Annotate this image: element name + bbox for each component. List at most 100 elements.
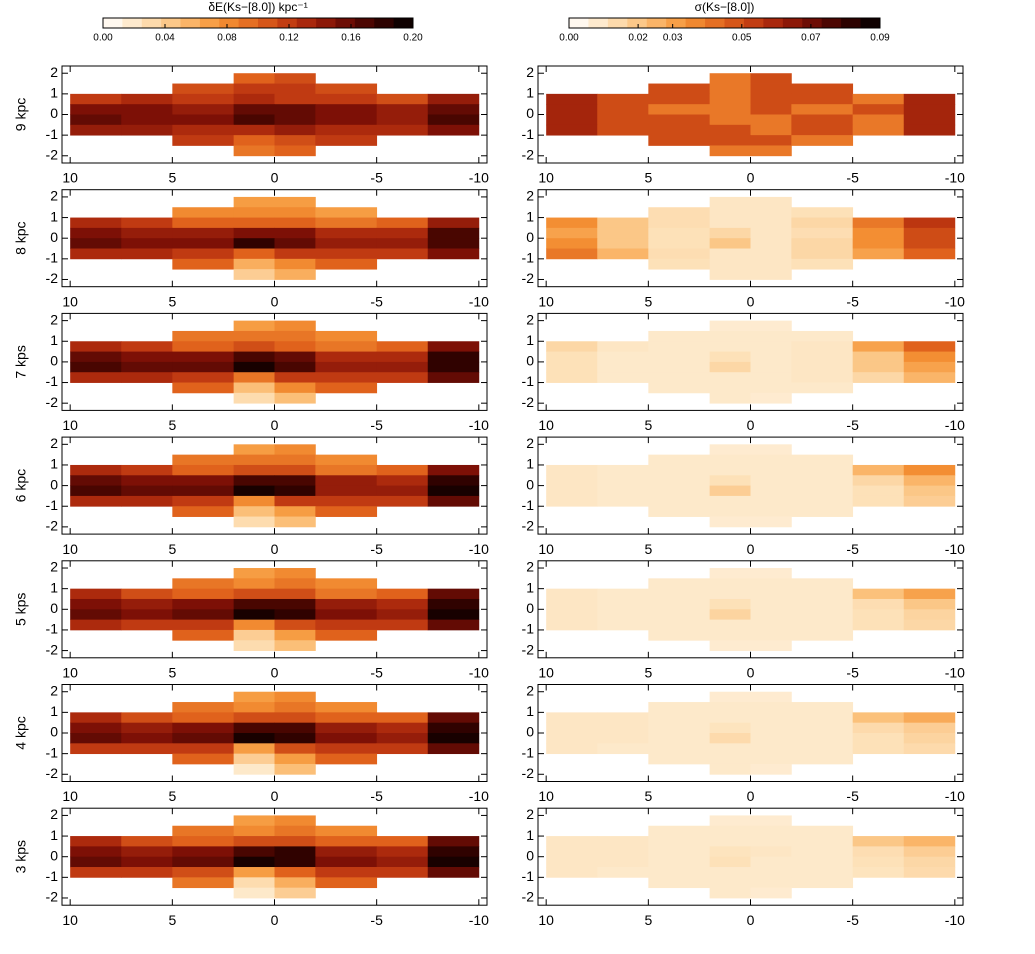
heatmap-cell	[70, 836, 122, 847]
heatmap-cell	[315, 83, 378, 95]
heatmap-cell	[376, 464, 429, 476]
heatmap-cell	[791, 629, 854, 641]
x-tick-label: 0	[747, 417, 755, 433]
heatmap-cell	[233, 588, 275, 600]
y-tick-label: 2	[526, 64, 534, 80]
heatmap-cell	[791, 722, 854, 734]
heatmap-cell	[903, 372, 956, 383]
heatmap-cell	[903, 856, 956, 868]
y-tick-label: 0	[526, 724, 534, 740]
heatmap-cell	[648, 578, 711, 590]
heatmap-cell	[274, 506, 316, 517]
heatmap-cell	[427, 361, 480, 373]
heatmap-cell	[709, 568, 751, 579]
heatmap-cell	[315, 104, 378, 115]
heatmap-cell	[709, 351, 751, 363]
y-tick-label: 1	[50, 827, 58, 843]
heatmap-cell	[172, 867, 235, 878]
x-tick-label: -10	[945, 417, 965, 433]
heatmap-cell	[315, 629, 378, 641]
heatmap-cell	[172, 124, 235, 136]
heatmap-cell	[791, 743, 854, 755]
heatmap-cell	[597, 124, 649, 136]
heatmap-cell	[709, 135, 751, 146]
y-tick-label: -1	[522, 373, 535, 389]
x-tick-label: 5	[644, 293, 652, 309]
panel-label: 8 kpc	[13, 221, 29, 254]
heatmap-cell	[852, 733, 905, 744]
heatmap-cell	[70, 733, 122, 744]
panel-label: 4 kpc	[13, 716, 29, 749]
heatmap-cell	[597, 712, 649, 724]
heatmap-cell	[274, 691, 316, 703]
heatmap-cell	[274, 124, 316, 136]
heatmap-cell	[274, 568, 316, 579]
x-tick-label: 10	[62, 417, 78, 433]
heatmap-cell	[750, 598, 792, 610]
heatmap-cell	[233, 763, 275, 775]
heatmap-cell	[70, 248, 122, 260]
heatmap-cell	[70, 361, 122, 373]
heatmap-cell	[791, 217, 854, 229]
heatmap-cell	[427, 743, 480, 755]
heatmap-cell	[709, 495, 751, 507]
heatmap-cell	[376, 341, 429, 352]
heatmap-cell	[274, 145, 316, 157]
heatmap-cell	[233, 392, 275, 404]
heatmap-cell	[709, 145, 751, 157]
heatmap-cell	[903, 722, 956, 734]
panel-label: 7 kps	[13, 345, 29, 378]
heatmap-cell	[233, 135, 275, 146]
heatmap-cell	[546, 722, 598, 734]
heatmap-cell	[233, 454, 275, 466]
heatmap-cell	[233, 609, 275, 621]
heatmap-cell	[274, 712, 316, 724]
heatmap-cell	[70, 495, 122, 507]
y-tick-label: -1	[522, 621, 535, 637]
heatmap-cell	[750, 475, 792, 486]
heatmap-cell	[852, 588, 905, 600]
heatmap-cell	[597, 836, 649, 847]
y-tick-label: -2	[46, 889, 59, 905]
heatmap-cell	[70, 372, 122, 383]
heatmap-cell	[546, 238, 598, 249]
heatmap-cell	[750, 712, 792, 724]
heatmap-cell	[233, 877, 275, 889]
heatmap-panel	[70, 691, 480, 775]
y-tick-label: 1	[526, 85, 534, 101]
heatmap-cell	[315, 238, 378, 249]
heatmap-cell	[233, 372, 275, 383]
heatmap-cell	[274, 444, 316, 456]
heatmap-cell	[903, 485, 956, 497]
heatmap-cell	[121, 114, 173, 126]
heatmap-cell	[791, 114, 854, 126]
y-tick-label: 1	[526, 208, 534, 224]
heatmap-cell	[709, 619, 751, 631]
heatmap-panel	[546, 320, 956, 404]
y-tick-label: -1	[46, 744, 59, 760]
x-tick-label: 0	[271, 417, 279, 433]
heatmap-cell	[791, 341, 854, 352]
heatmap-cell	[709, 104, 751, 115]
heatmap-panel	[70, 815, 480, 899]
heatmap-cell	[903, 712, 956, 724]
colorbar-tick-label: 0.12	[279, 33, 299, 44]
heatmap-cell	[852, 217, 905, 229]
heatmap-cell	[427, 248, 480, 260]
heatmap-cell	[274, 464, 316, 476]
heatmap-cell	[70, 856, 122, 868]
x-tick-label: 10	[62, 665, 78, 681]
heatmap-cell	[852, 114, 905, 126]
heatmap-cell	[315, 485, 378, 497]
heatmap-cell	[648, 856, 711, 868]
heatmap-cell	[315, 372, 378, 383]
colorbar-tick-label: 0.00	[93, 33, 113, 44]
heatmap-cell	[315, 207, 378, 218]
heatmap-cell	[852, 464, 905, 476]
heatmap-cell	[427, 619, 480, 631]
heatmap-cell	[315, 495, 378, 507]
heatmap-cell	[427, 588, 480, 600]
heatmap-cell	[172, 454, 235, 466]
y-tick-label: -2	[522, 889, 535, 905]
y-tick-label: 0	[50, 847, 58, 863]
